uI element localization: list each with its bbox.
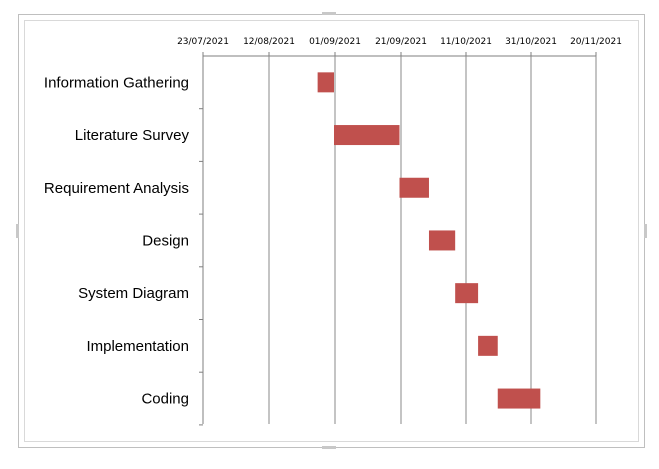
x-tick-label: 31/10/2021: [505, 37, 557, 47]
x-tick-label: 23/07/2021: [177, 37, 229, 47]
category-label: Coding: [141, 391, 189, 408]
resize-handle-right[interactable]: [644, 224, 647, 238]
task-bar[interactable]: [478, 335, 498, 356]
plot-area-border: [24, 20, 639, 442]
resize-handle-bottom[interactable]: [322, 446, 336, 449]
category-label: Requirement Analysis: [44, 180, 189, 197]
task-bar[interactable]: [455, 283, 479, 304]
category-label: Information Gathering: [44, 74, 189, 91]
task-bar[interactable]: [497, 388, 541, 409]
x-tick-label: 01/09/2021: [309, 37, 361, 47]
category-label: Literature Survey: [75, 127, 190, 144]
category-label: System Diagram: [78, 285, 189, 302]
task-bar[interactable]: [317, 72, 334, 93]
x-tick-label: 11/10/2021: [440, 37, 492, 47]
category-label: Implementation: [86, 338, 189, 355]
task-bar[interactable]: [428, 230, 456, 251]
task-bar[interactable]: [399, 177, 429, 198]
x-tick-label: 21/09/2021: [375, 37, 427, 47]
category-label: Design: [142, 232, 189, 249]
resize-handle-left[interactable]: [16, 224, 19, 238]
resize-handle-top[interactable]: [322, 12, 336, 15]
task-bar[interactable]: [334, 125, 400, 146]
x-tick-label: 20/11/2021: [570, 37, 622, 47]
x-tick-label: 12/08/2021: [243, 37, 295, 47]
